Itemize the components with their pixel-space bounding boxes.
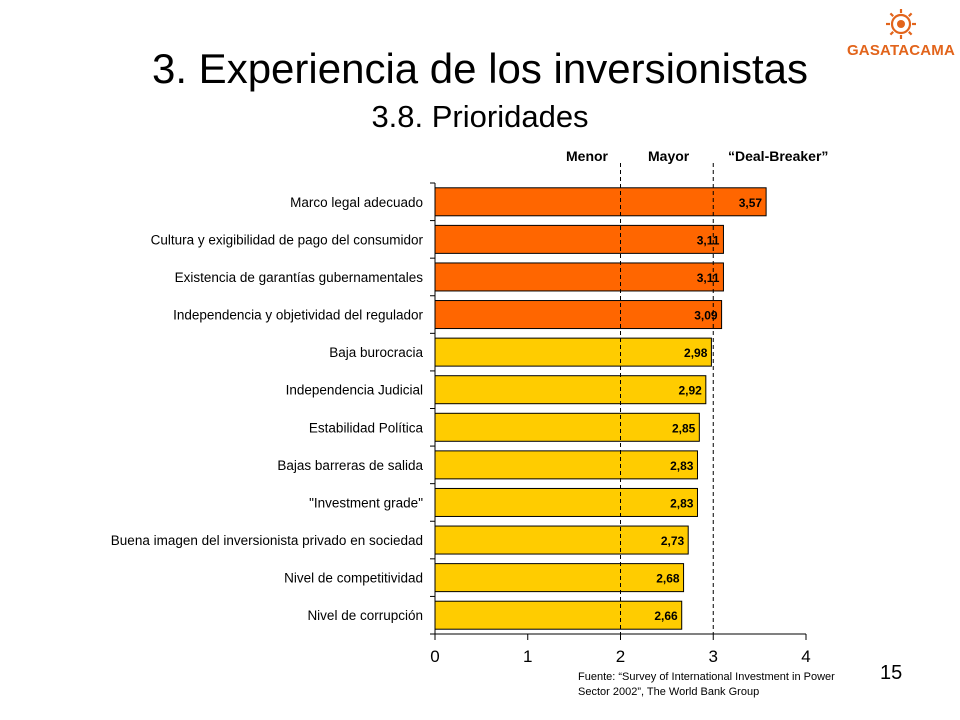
slide-title: 3. Experiencia de los inversionistas	[151, 45, 808, 92]
zone-label-mayor: Mayor	[648, 148, 690, 164]
category-label: "Investment grade"	[309, 495, 423, 510]
slide-subtitle: 3.8. Prioridades	[371, 99, 589, 134]
category-label: Marco legal adecuado	[290, 195, 423, 210]
bar	[434, 525, 689, 555]
source-line-2: Sector 2002”, The World Bank Group	[578, 686, 760, 698]
bar	[434, 450, 698, 480]
bar-value-label: 2,98	[684, 346, 708, 360]
bar	[434, 337, 712, 367]
bar-value-label: 2,92	[678, 384, 702, 398]
zone-label-deal-breaker: “Deal-Breaker”	[728, 148, 829, 164]
category-label: Buena imagen del inversionista privado e…	[111, 533, 423, 548]
category-label: Nivel de corrupción	[307, 608, 423, 623]
bar-value-label: 3,57	[739, 196, 763, 210]
category-label: Independencia Judicial	[286, 383, 423, 398]
bar	[434, 412, 700, 442]
category-label: Cultura y exigibilidad de pago del consu…	[151, 232, 424, 247]
bar	[434, 600, 683, 630]
x-tick-label: 3	[709, 647, 718, 666]
page-number: 15	[880, 662, 903, 684]
category-label: Baja burocracia	[329, 345, 423, 360]
bar	[434, 187, 767, 217]
category-label: Existencia de garantías gubernamentales	[175, 270, 424, 285]
logo-wordmark: GASATACAMA	[846, 42, 956, 59]
bar-value-label: 2,68	[656, 572, 680, 586]
source-line-1: Fuente: “Survey of International Investm…	[578, 671, 835, 683]
bar-value-label: 2,85	[672, 421, 696, 435]
x-tick-label: 1	[523, 647, 532, 666]
bar	[434, 262, 724, 292]
bar-value-label: 3,11	[697, 233, 720, 247]
x-tick-label: 2	[616, 647, 625, 666]
bar-value-label: 2,66	[654, 609, 678, 623]
bar-value-label: 2,73	[661, 534, 685, 548]
bar	[434, 487, 698, 517]
x-tick-label: 0	[430, 647, 439, 666]
bar-value-label: 2,83	[670, 459, 694, 473]
company-logo: GASATACAMA	[846, 8, 956, 64]
category-label: Estabilidad Política	[309, 420, 424, 435]
category-label: Bajas barreras de salida	[277, 458, 423, 473]
bar-value-label: 3,11	[697, 271, 720, 285]
category-label: Nivel de competitividad	[284, 571, 423, 586]
bar	[434, 375, 707, 405]
sun-logo-icon	[886, 9, 916, 39]
bar-value-label: 2,83	[670, 496, 694, 510]
bar	[434, 224, 724, 254]
bar	[434, 563, 685, 593]
bar-value-label: 3,09	[694, 309, 718, 323]
category-label: Independencia y objetividad del regulado…	[173, 308, 423, 323]
bar	[434, 300, 723, 330]
source-note: Fuente: “Survey of International Investm…	[578, 670, 908, 700]
x-tick-label: 4	[801, 647, 810, 666]
zone-label-menor: Menor	[566, 148, 608, 164]
